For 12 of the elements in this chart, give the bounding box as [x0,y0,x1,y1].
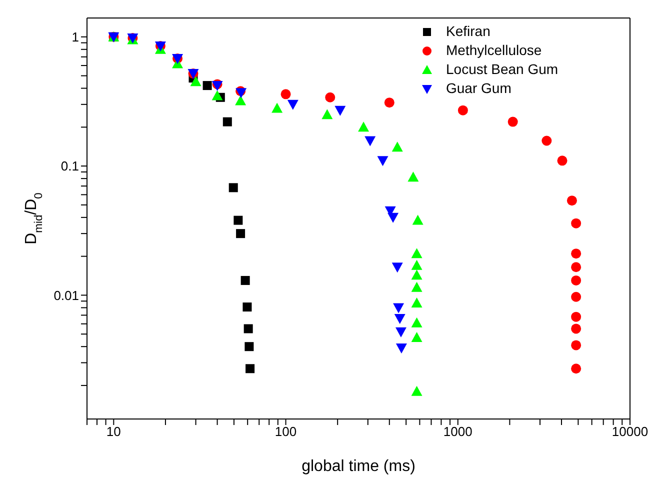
x-axis-title: global time (ms) [302,458,416,475]
legend-label: Kefiran [446,22,490,41]
y-tick-label: 1 [72,29,79,44]
x-tick-label: 10000 [612,424,648,440]
legend-label: Locust Bean Gum [446,60,558,79]
y-tick-label: 0.1 [60,158,79,174]
x-tick-label: 10 [106,424,121,440]
y-tick-label: 0.01 [54,288,79,303]
legend-label: Guar Gum [446,79,512,98]
x-tick-label: 1000 [443,424,472,440]
x-tick-label: 100 [274,424,297,440]
legend-label: Methylcellulose [446,41,542,60]
